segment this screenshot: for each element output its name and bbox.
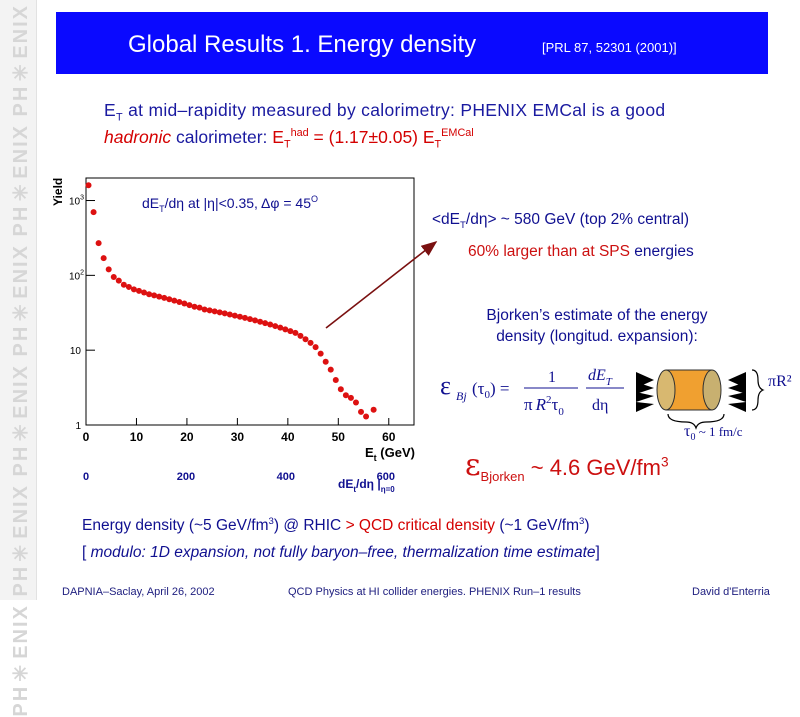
y-tick-label: 103 <box>69 195 84 208</box>
data-point <box>212 308 218 314</box>
formula-epsilon: ε <box>440 371 451 400</box>
data-point <box>217 309 223 315</box>
data-point <box>207 307 213 313</box>
slide-reference: [PRL 87, 52301 (2001)] <box>542 40 677 55</box>
data-point <box>222 310 228 316</box>
data-point <box>323 359 329 365</box>
data-point <box>171 298 177 304</box>
data-point <box>297 333 303 339</box>
footer-left: DAPNIA–Saclay, April 26, 2002 <box>62 586 215 598</box>
formula-deta: dη <box>592 397 608 414</box>
plot-annotation: dET/dη at |η|<0.35, Δφ = 45O <box>142 194 318 214</box>
data-point <box>111 274 117 280</box>
phenix-sidebar-watermark: PH✳ENIX PH✳ENIX PH✳ENIX PH✳ENIX PH✳ENIX … <box>0 0 37 600</box>
mean-energy-text: <dET/dη> ~ 580 GeV (top 2% central) <box>432 211 689 231</box>
data-point <box>353 399 359 405</box>
data-point <box>176 299 182 305</box>
data-point <box>227 311 233 317</box>
data-point <box>247 316 253 322</box>
data-point <box>232 313 238 319</box>
watermark-text: PH✳ENIX PH✳ENIX PH✳ENIX PH✳ENIX PH✳ENIX … <box>9 4 33 717</box>
data-point <box>262 320 268 326</box>
data-point <box>313 344 319 350</box>
data-point <box>343 392 349 398</box>
data-point <box>257 319 263 325</box>
footer-center: QCD Physics at HI collider energies. PHE… <box>288 586 581 598</box>
et-distribution-plot: 01020304050600200400600110102103104 Yiel… <box>50 170 430 500</box>
conclusion-line-2: [ modulo: 1D expansion, not fully baryon… <box>82 544 600 562</box>
data-point <box>116 278 122 284</box>
secondary-x-tick-label: 200 <box>177 471 195 483</box>
x-tick-label: 10 <box>130 430 144 444</box>
intro-line-2: hadronic calorimeter: EThad = (1.17±0.05… <box>104 127 474 151</box>
plot-frame <box>86 178 414 425</box>
bjorken-result: εBjorken ~ 4.6 GeV/fm3 <box>465 448 669 483</box>
y-tick-label: 102 <box>69 269 84 282</box>
data-point <box>328 367 334 373</box>
data-point <box>308 340 314 346</box>
formula-tau0: (τ0) = <box>472 379 510 401</box>
x-tick-label: 30 <box>231 430 245 444</box>
data-point <box>156 294 162 300</box>
y-tick-label: 1 <box>75 421 81 432</box>
cylinder-icon <box>636 370 763 428</box>
data-point <box>303 336 309 342</box>
data-point <box>338 386 344 392</box>
data-point <box>86 182 92 188</box>
data-point <box>146 291 152 297</box>
formula-tau0-label: τ0 ~ 1 fm/c <box>684 423 743 440</box>
slide-title: Global Results 1. Energy density <box>128 31 476 59</box>
axis-ticks: 01020304050600200400600110102103104 <box>69 170 396 483</box>
y-axis-label: Yield <box>51 178 65 206</box>
data-point <box>106 266 112 272</box>
x-axis-label: Et (GeV) <box>365 445 415 463</box>
data-point <box>202 306 208 312</box>
secondary-x-tick-label: 400 <box>277 471 295 483</box>
data-point <box>166 296 172 302</box>
formula-numerator-one: 1 <box>548 369 556 386</box>
data-point <box>242 315 248 321</box>
data-point <box>161 295 167 301</box>
title-bar: Global Results 1. Energy density [PRL 87… <box>56 12 768 74</box>
formula-dE: dET <box>588 367 613 388</box>
data-point <box>252 317 258 323</box>
footer-right: David d'Enterria <box>692 586 770 598</box>
data-point <box>358 409 364 415</box>
bjorken-estimate-text: Bjorken’s estimate of the energy density… <box>466 305 728 347</box>
data-point <box>96 240 102 246</box>
formula-denominator: π R2τ0 <box>524 394 564 418</box>
conclusion-line-1: Energy density (~5 GeV/fm3) @ RHIC > QCD… <box>82 516 590 535</box>
data-point <box>318 351 324 357</box>
data-point <box>292 330 298 336</box>
data-point <box>91 209 97 215</box>
secondary-x-tick-label: 0 <box>83 471 89 483</box>
bjorken-formula: ε Bj (τ0) = 1 π R2τ0 dET dη πR² τ0 ~ 1 fm… <box>430 358 800 440</box>
data-point <box>348 395 354 401</box>
x-tick-label: 40 <box>281 430 295 444</box>
x-tick-label: 0 <box>83 430 90 444</box>
intro-line-1: ET at mid–rapidity measured by calorimet… <box>104 100 665 124</box>
data-point <box>363 413 369 419</box>
x-tick-label: 20 <box>180 430 194 444</box>
sps-comparison-text: 60% larger than at SPS energies <box>468 243 694 261</box>
data-point <box>151 292 157 298</box>
formula-pi-r-squared: πR² <box>768 373 792 390</box>
x-tick-label: 60 <box>382 430 396 444</box>
formula-bj-subscript: Bj <box>456 389 467 403</box>
data-points <box>86 182 377 419</box>
data-point <box>191 304 197 310</box>
y-tick-label: 10 <box>70 346 82 357</box>
data-point <box>101 255 107 261</box>
x-tick-label: 50 <box>332 430 346 444</box>
data-point <box>333 377 339 383</box>
data-point <box>371 407 377 413</box>
data-point <box>237 314 243 320</box>
data-point <box>267 322 273 328</box>
